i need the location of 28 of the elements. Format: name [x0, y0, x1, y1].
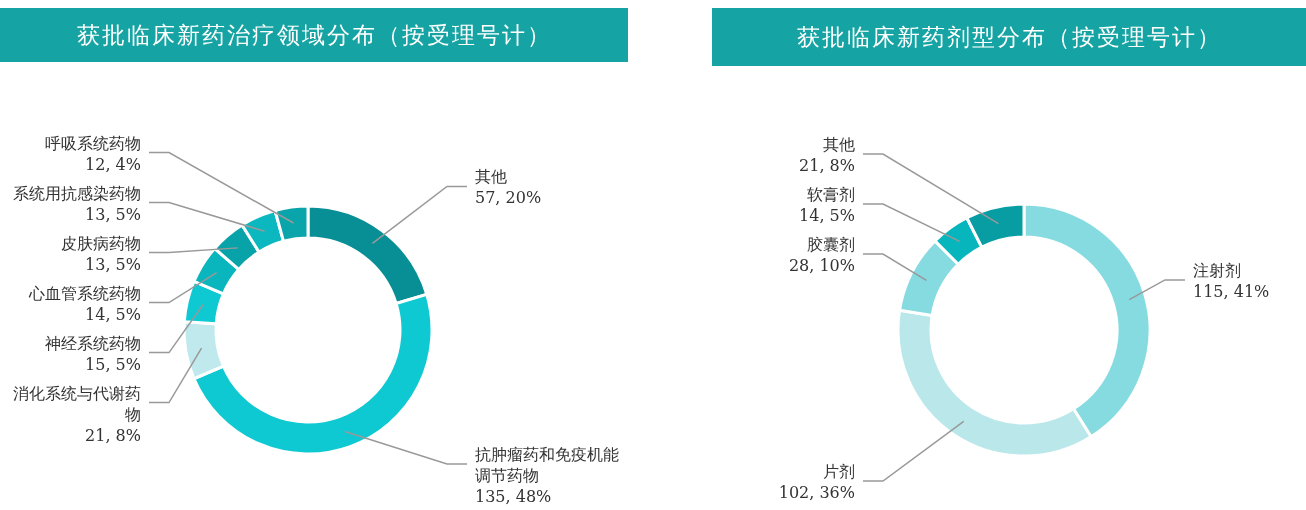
data-label: 14, 5% [85, 304, 141, 324]
data-label: 28, 10% [788, 256, 855, 275]
data-label: 12, 4% [85, 154, 141, 174]
data-label: 13, 5% [85, 204, 141, 224]
slice-label: 注射剂 [1193, 260, 1241, 280]
slice-label: 抗肿瘤药和免疫机能调节药物 [475, 445, 619, 485]
slice-label: 其他 [823, 135, 855, 154]
data-label: 21, 8% [799, 156, 855, 175]
data-label: 14, 5% [799, 206, 855, 225]
chart-title: 获批临床新药治疗领域分布（按受理号计） [76, 22, 552, 48]
slice-label: 消化系统与代谢药物 [13, 383, 141, 424]
chart-title: 获批临床新药剂型分布（按受理号计） [796, 24, 1222, 50]
slice-label: 胶囊剂 [807, 235, 855, 254]
slice-label: 呼吸系统药物 [45, 133, 141, 153]
data-label: 57, 20% [475, 188, 542, 208]
data-label: 21, 8% [85, 425, 141, 445]
slice-label: 心血管系统药物 [28, 283, 141, 303]
slice-label: 片剂 [823, 462, 855, 482]
data-label: 102, 36% [778, 483, 855, 503]
data-label: 13, 5% [85, 254, 141, 274]
slice-label: 神经系统药物 [45, 333, 141, 353]
slice-label: 其他 [475, 167, 507, 187]
data-label: 15, 5% [85, 354, 141, 374]
slice-label: 皮肤病药物 [61, 233, 141, 253]
data-label: 135, 48% [475, 487, 552, 506]
slice-label: 软膏剂 [807, 185, 855, 204]
data-label: 115, 41% [1193, 281, 1270, 301]
slice-label: 系统用抗感染药物 [13, 183, 141, 203]
